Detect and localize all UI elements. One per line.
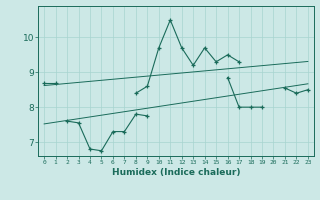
X-axis label: Humidex (Indice chaleur): Humidex (Indice chaleur) [112, 168, 240, 177]
